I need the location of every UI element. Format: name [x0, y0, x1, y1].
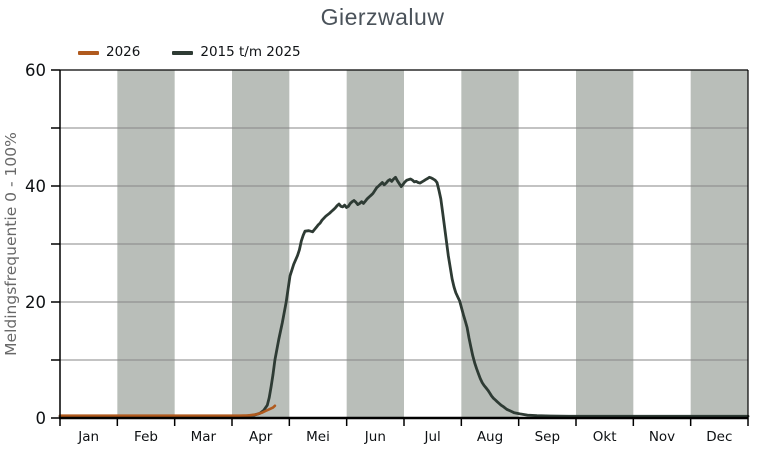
y-tick-label: 0 [36, 409, 47, 428]
series-line-2015-t-m-2025 [58, 175, 750, 418]
legend-label-2026: 2026 [106, 44, 141, 60]
y-tick-label: 60 [25, 61, 46, 80]
legend-swatch-2026 [78, 50, 99, 55]
x-tick-label: Sep [535, 429, 560, 445]
x-tick-label: Jun [364, 429, 386, 445]
legend-label-2015-2025: 2015 t/m 2025 [200, 44, 301, 60]
x-tick-label: Nov [649, 429, 675, 445]
x-tick-label: Dec [706, 429, 732, 445]
x-tick-label: Mar [191, 429, 217, 445]
x-tick-label: Feb [134, 429, 158, 445]
chart-title: Gierzwaluw [320, 4, 445, 30]
x-tick-label: Jul [424, 429, 441, 445]
legend: 2026 2015 t/m 2025 [78, 44, 301, 60]
legend-item-2026: 2026 [78, 44, 141, 60]
x-tick-label: Jan [77, 429, 99, 445]
x-tick-label: Aug [477, 429, 503, 445]
x-tick-label: Apr [249, 429, 273, 445]
y-tick-label: 20 [25, 293, 46, 312]
series-line-2026 [58, 404, 277, 418]
legend-item-2015-2025: 2015 t/m 2025 [172, 44, 301, 60]
y-axis-title: Meldingsfrequentie 0 - 100% [2, 132, 20, 356]
y-tick-label: 40 [25, 177, 46, 196]
x-tick-label: Mei [306, 429, 330, 445]
x-tick-label: Okt [593, 429, 617, 445]
legend-swatch-2015-2025 [172, 50, 194, 55]
